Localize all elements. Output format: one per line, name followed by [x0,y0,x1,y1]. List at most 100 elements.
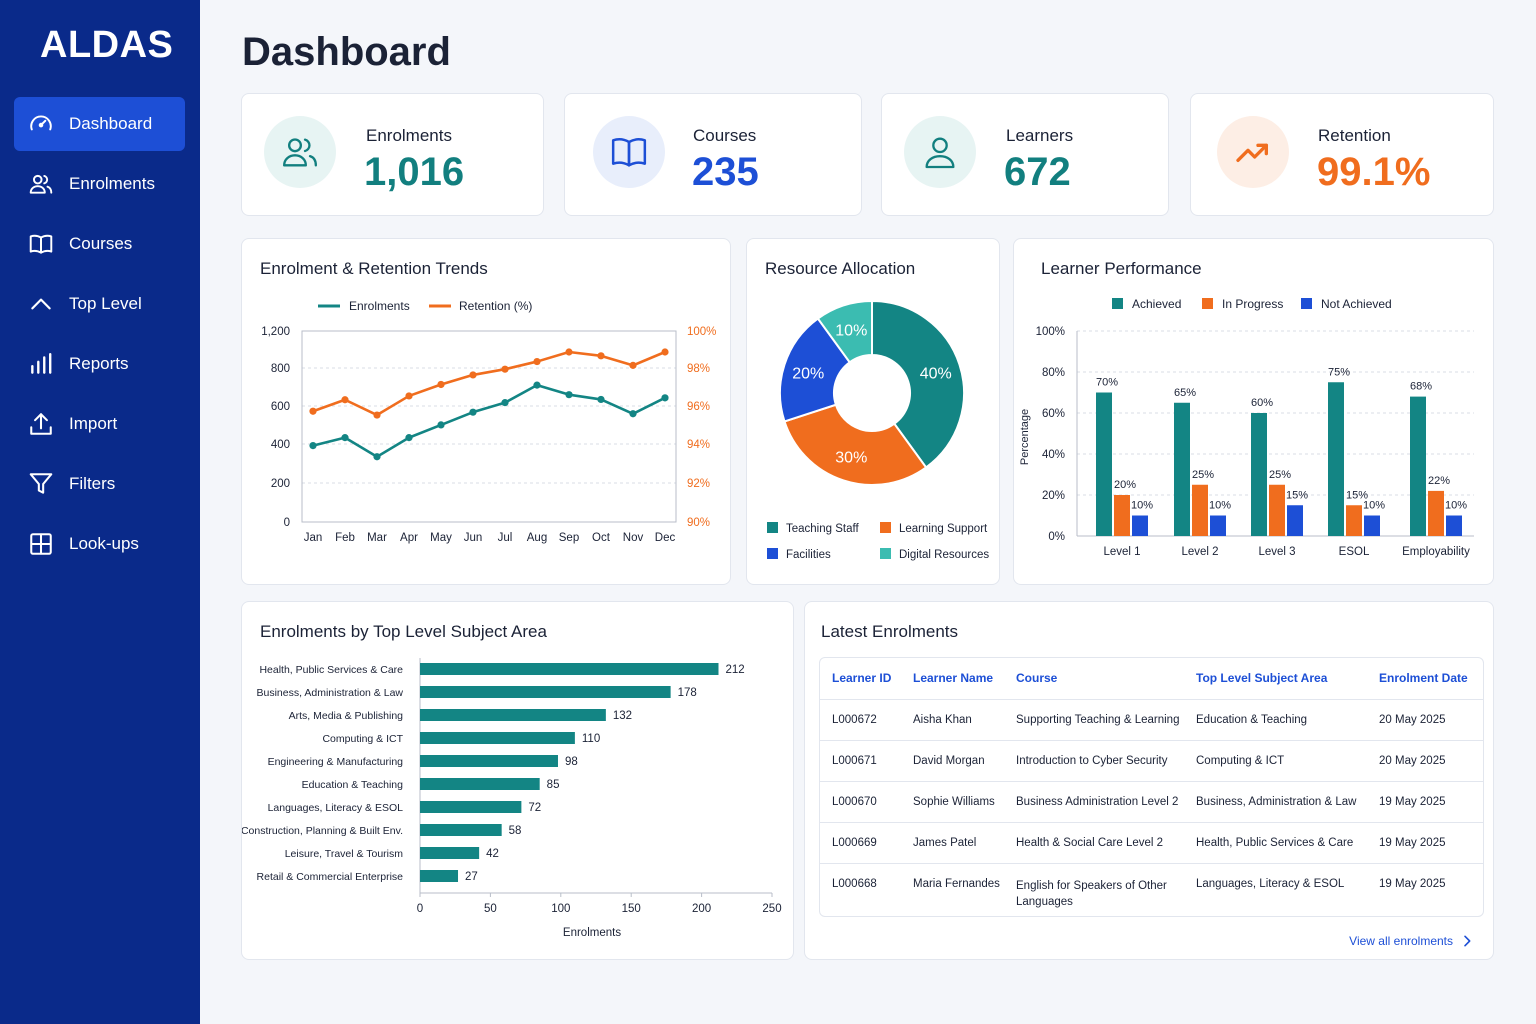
category-label: Health, Public Services & Care [259,664,403,676]
kpi-label: Enrolments [366,126,452,145]
kpi-label: Courses [693,126,757,145]
book-icon [611,137,647,167]
column-header[interactable]: Enrolment Date [1367,658,1483,700]
chart-title: Enrolment & Retention Trends [260,259,488,278]
sidebar-nav: Dashboard Enrolments Courses Top Level R… [14,97,185,577]
data-point-enrolments [469,408,477,416]
latest-enrolments-table: Learner ID Learner Name Course Top Level… [820,658,1483,915]
kpi-label: Retention [1318,126,1391,145]
data-point-enrolments [629,410,637,418]
bar-value-label: 65% [1174,387,1196,399]
subject-area-bar-chart: Enrolments 0 50 100 150 200 250 212 Health, Pub… [242,658,782,939]
bar [1114,495,1130,536]
subject-area-chart-card: Enrolments by Top Level Subject Area Enr… [241,601,794,960]
cell-learner-id: L000669 [820,822,901,864]
bar [1428,490,1444,536]
sidebar-item-label: Courses [69,234,133,253]
speedometer-icon [30,115,52,131]
cell-course: Introduction to Cyber Security [1004,740,1184,782]
sidebar-item-top-level[interactable]: Top Level [14,277,185,331]
kpi-label: Learners [1006,126,1074,145]
resource-chart-card: Resource Allocation Teaching Staff Learn… [746,238,1000,585]
cell-subject-area: Computing & ICT [1184,740,1367,782]
x-tick-label: Level 3 [1258,546,1295,558]
bar [1251,413,1267,536]
y-tick-label-left: 600 [271,401,290,413]
column-header[interactable]: Top Level Subject Area [1184,658,1367,700]
bar [1364,515,1380,536]
legend-label: Learning Support [899,523,988,535]
view-all-enrolments-link[interactable]: View all enrolments [1349,933,1475,949]
x-tick-label: Aug [527,532,547,544]
y-tick-label-right: 90% [687,517,710,529]
x-tick-label: 250 [762,903,781,915]
x-tick-label: 50 [484,903,497,915]
bar-value-label: 25% [1269,469,1291,481]
x-tick-label: Jan [304,532,323,544]
legend-label: In Progress [1222,297,1283,311]
bar-value-label: 178 [678,687,697,699]
data-point-retention [629,361,637,369]
data-point-retention [533,357,541,366]
bar [1269,484,1285,536]
cell-learner-name: Maria Fernandes [913,877,1000,890]
kpi-icon-wrap [264,116,336,188]
donut-slice [779,317,852,423]
y-tick-label: 100% [1036,326,1065,338]
bar-value-label: 85 [547,779,560,791]
y-tick-label: 40% [1042,449,1065,461]
cell-learner-name: Sophie Williams [901,781,1004,823]
sidebar-item-filters[interactable]: Filters [14,457,185,511]
sidebar: ALDAS Dashboard Enrolments Courses Top L… [0,0,200,1024]
table-row[interactable]: L000671 David Morgan Introduction to Cyb… [820,740,1483,782]
y-axis-label: Percentage [1019,409,1031,465]
table-row[interactable]: L000670 Sophie Williams Business Adminis… [820,781,1483,823]
cell-subject-area: Languages, Literacy & ESOL [1196,877,1345,890]
bar-value-label: 10% [1209,500,1231,512]
data-point-enrolments [597,395,605,404]
slice-label: 30% [835,450,867,467]
column-header[interactable]: Learner ID [820,658,901,700]
data-point-retention [405,392,413,400]
table-row[interactable]: L000672 Aisha Khan Supporting Teaching &… [820,699,1483,741]
kpi-value: 672 [1004,150,1071,194]
sidebar-item-courses[interactable]: Courses [14,217,185,271]
sidebar-item-dashboard[interactable]: Dashboard [14,97,185,151]
data-point-enrolments [373,453,381,461]
latest-enrolments-card: Latest Enrolments Learner ID Learner Nam… [804,601,1494,960]
data-point-enrolments [405,434,413,442]
table-row[interactable]: L000669 James Patel Health & Social Care… [820,822,1483,864]
x-tick-label: 150 [622,903,641,915]
legend-swatch-teaching-staff [767,522,778,533]
chevron-right-icon [1464,935,1471,947]
column-header[interactable]: Course [1004,658,1184,700]
upload-icon [30,413,52,435]
bar-value-label: 60% [1251,397,1273,409]
bar [420,778,540,790]
bar [420,663,719,675]
sidebar-item-enrolments[interactable]: Enrolments [14,157,185,211]
cell-learner-name: Aisha Khan [901,699,1004,741]
bar [420,847,480,859]
legend-label: Retention (%) [459,299,532,313]
x-tick-label: Jun [464,532,483,544]
cell-learner-id: L000668 [832,877,877,890]
bar-value-label: 42 [486,848,499,860]
x-tick-label: Dec [655,532,676,544]
legend-label: Enrolments [349,299,410,313]
sidebar-item-look-ups[interactable]: Look-ups [14,517,185,571]
bar-value-label: 27 [465,871,478,883]
bar-value-label: 68% [1410,381,1432,393]
filter-icon [29,473,53,494]
sidebar-item-import[interactable]: Import [14,397,185,451]
y-tick-label-right: 94% [687,439,710,451]
legend-swatch-digital-resources [880,548,891,559]
bar-value-label: 20% [1114,479,1136,491]
column-header[interactable]: Learner Name [901,658,1004,700]
sidebar-item-reports[interactable]: Reports [14,337,185,391]
legend-swatch-learning-support [880,522,891,533]
grid-icon [30,533,52,555]
trend-chart-card: Enrolment & Retention Trends Enrolments … [241,238,731,585]
table-row[interactable]: L000668 Maria Fernandes English for Spea… [820,863,1483,915]
bar [1446,515,1462,536]
